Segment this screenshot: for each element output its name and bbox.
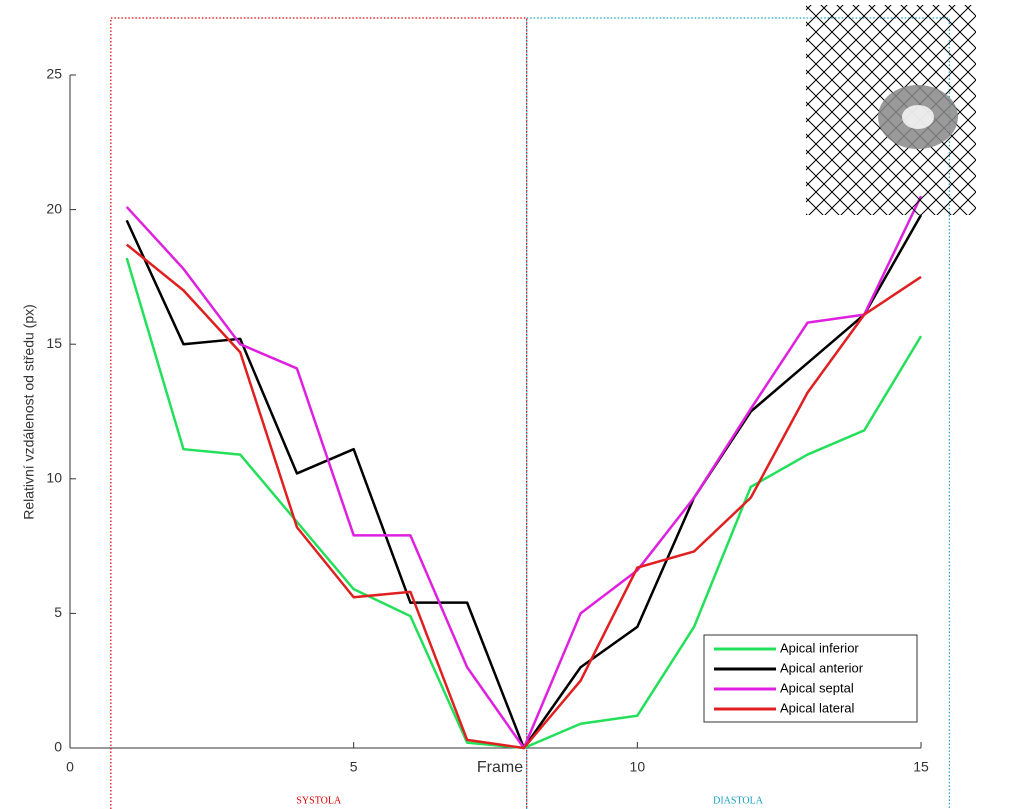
x-axis-label: Frame — [477, 759, 523, 776]
inset-hole — [902, 105, 934, 129]
x-tick-label: 0 — [66, 759, 74, 775]
y-axis-label: Relativní vzdálenost od středu (px) — [21, 304, 37, 520]
y-tick-label: 5 — [54, 604, 62, 620]
y-tick-label: 15 — [46, 335, 62, 351]
legend-label: Apical anterior — [780, 660, 864, 675]
legend: Apical inferior Apical anterior Apical sep… — [704, 635, 917, 722]
legend-label: Apical septal — [780, 680, 854, 695]
y-tick-label: 25 — [46, 66, 62, 82]
chart: Relativní vzdálenost od středu (px) Fram… — [0, 0, 1017, 809]
y-tick-label: 10 — [46, 470, 62, 486]
region-label: DIASTOLA — [713, 795, 764, 806]
y-tick-label: 20 — [46, 200, 62, 216]
legend-label: Apical inferior — [780, 640, 859, 655]
legend-label: Apical lateral — [780, 700, 855, 715]
x-tick-label: 10 — [630, 759, 646, 775]
x-tick-label: 5 — [350, 759, 358, 775]
region-label: SYSTOLA — [296, 795, 342, 806]
y-tick-label: 0 — [54, 739, 62, 755]
page: {"chart_data": {"type": "line", "y_label… — [0, 0, 1017, 809]
x-tick-label: 15 — [913, 759, 929, 775]
